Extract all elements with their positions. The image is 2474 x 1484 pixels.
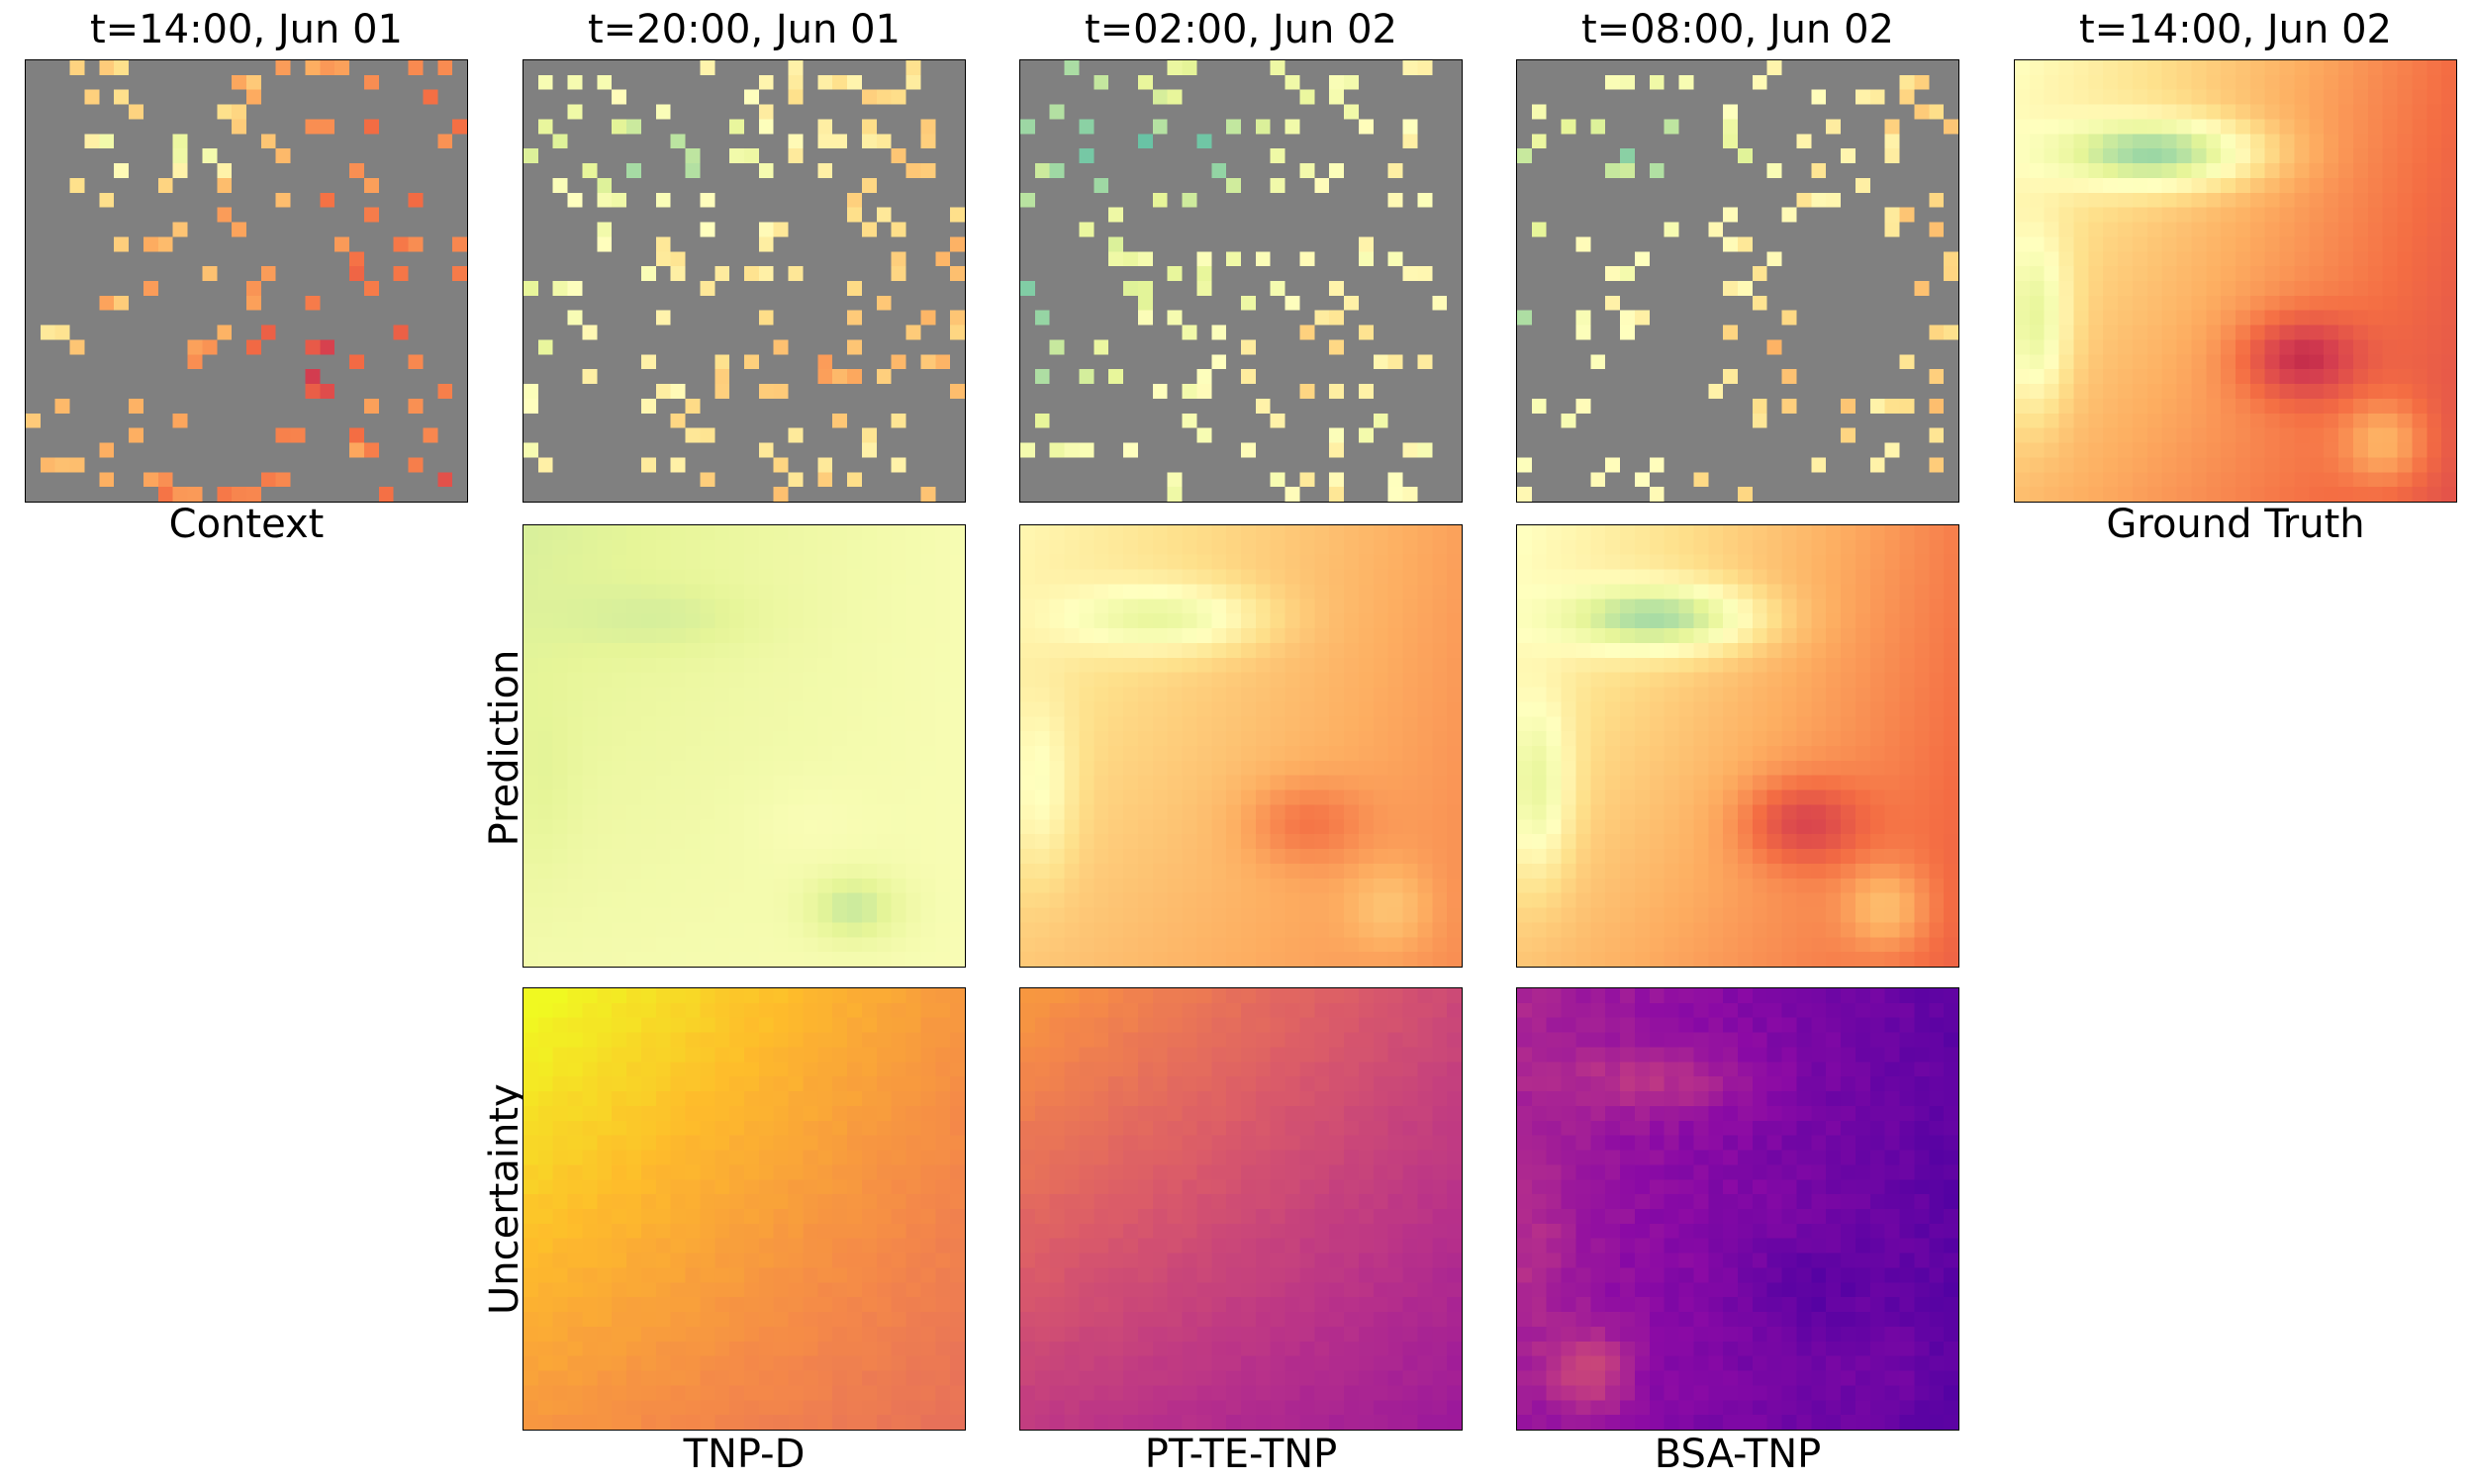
prediction-panel-tnp-d xyxy=(523,524,966,968)
column-title-1: t=14:00, Jun 01 xyxy=(89,7,403,52)
context-heatmap-1 xyxy=(26,60,467,502)
uncertainty-panel-tnp-d xyxy=(523,987,966,1431)
context-panel-3 xyxy=(1019,59,1463,503)
uncertainty-heatmap-1 xyxy=(523,988,965,1430)
ground-truth-panel xyxy=(2014,59,2457,503)
context-panel-2 xyxy=(523,59,966,503)
uncertainty-panel-bsa-tnp xyxy=(1516,987,1959,1431)
prediction-panel-pt-te-tnp xyxy=(1019,524,1463,968)
uncertainty-heatmap-3 xyxy=(1517,988,1958,1430)
model-label-pt-te-tnp: PT-TE-TNP xyxy=(1144,1432,1338,1477)
uncertainty-panel-pt-te-tnp xyxy=(1019,987,1463,1431)
prediction-heatmap-2 xyxy=(1020,525,1462,967)
context-heatmap-3 xyxy=(1020,60,1462,502)
column-title-4: t=08:00, Jun 02 xyxy=(1580,7,1894,52)
uncertainty-heatmap-2 xyxy=(1020,988,1462,1430)
model-label-tnp-d: TNP-D xyxy=(683,1432,806,1477)
column-title-3: t=02:00, Jun 02 xyxy=(1084,7,1397,52)
context-panel-1 xyxy=(25,59,468,503)
prediction-heatmap-3 xyxy=(1517,525,1958,967)
context-heatmap-4 xyxy=(1517,60,1958,502)
context-panel-4 xyxy=(1516,59,1959,503)
context-heatmap-2 xyxy=(523,60,965,502)
row-label-uncertainty: Uncertainty xyxy=(482,1083,527,1315)
context-label: Context xyxy=(168,502,325,547)
row-label-prediction: Prediction xyxy=(482,649,527,847)
model-label-bsa-tnp: BSA-TNP xyxy=(1654,1432,1822,1477)
prediction-heatmap-1 xyxy=(523,525,965,967)
ground-truth-heatmap xyxy=(2015,60,2456,502)
prediction-panel-bsa-tnp xyxy=(1516,524,1959,968)
column-title-2: t=20:00, Jun 01 xyxy=(587,7,901,52)
ground-truth-label: Ground Truth xyxy=(2106,502,2365,547)
column-title-5: t=14:00, Jun 02 xyxy=(2078,7,2392,52)
